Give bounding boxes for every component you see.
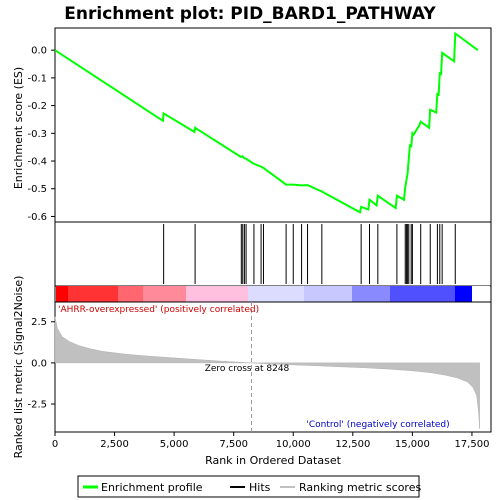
hits-panel	[54, 221, 492, 287]
legend-label-metric: Ranking metric scores	[299, 481, 421, 494]
legend: Enrichment profile Hits Ranking metric s…	[77, 475, 421, 498]
es-tick-label: -0.4	[27, 157, 47, 168]
es-tick-label: -0.3	[27, 129, 47, 140]
rank-tick-label: 7,500	[219, 439, 248, 450]
chart-title: Enrichment plot: PID_BARD1_PATHWAY	[64, 4, 436, 24]
rank-tick-label: 5,000	[160, 439, 189, 450]
es-tick-label: -0.1	[27, 73, 47, 84]
ranking-metric-area	[54, 316, 480, 429]
metric-tick-label: -2.5	[27, 400, 47, 411]
es-tick-label: 0.0	[31, 46, 47, 57]
metric-axis-label: Ranked list metric (Signal2Noise)	[12, 276, 25, 459]
metric-tick-label: 2.5	[31, 317, 47, 328]
rank-tick-label: 15,000	[395, 439, 430, 450]
legend-label-enrichment: Enrichment profile	[101, 481, 203, 494]
legend-label-hits: Hits	[249, 481, 271, 494]
metric-tick-label: 0.0	[31, 358, 47, 369]
es-y-ticks: 0.0 -0.1 -0.2 -0.3 -0.4 -0.5 -0.6	[27, 46, 55, 223]
metric-y-ticks: 2.5 0.0 -2.5	[27, 317, 55, 411]
rank-tick-label: 0	[52, 439, 58, 450]
x-axis-label: Rank in Ordered Dataset	[205, 454, 342, 467]
enrichment-profile-line	[54, 31, 479, 214]
es-axis-label: Enrichment score (ES)	[12, 67, 25, 189]
rank-tick-label: 17,500	[454, 439, 489, 450]
rank-tick-label: 10,000	[276, 439, 311, 450]
es-tick-label: -0.5	[27, 184, 47, 195]
zero-cross-label: Zero cross at 8248	[205, 364, 290, 374]
es-tick-label: -0.2	[27, 101, 47, 112]
rank-x-ticks: 0 2,500 5,000 7,500 10,000 12,500 15,000 17,500	[52, 432, 489, 450]
rank-tick-label: 2,500	[100, 439, 129, 450]
es-tick-label: -0.6	[27, 212, 47, 223]
hit-markers	[163, 224, 456, 284]
negative-label: 'Control' (negatively correlated)	[306, 420, 449, 430]
positive-label: 'AHRR-overexpressed' (positively correla…	[58, 305, 259, 315]
rank-color-bar	[54, 285, 492, 303]
rank-tick-label: 12,500	[335, 439, 370, 450]
